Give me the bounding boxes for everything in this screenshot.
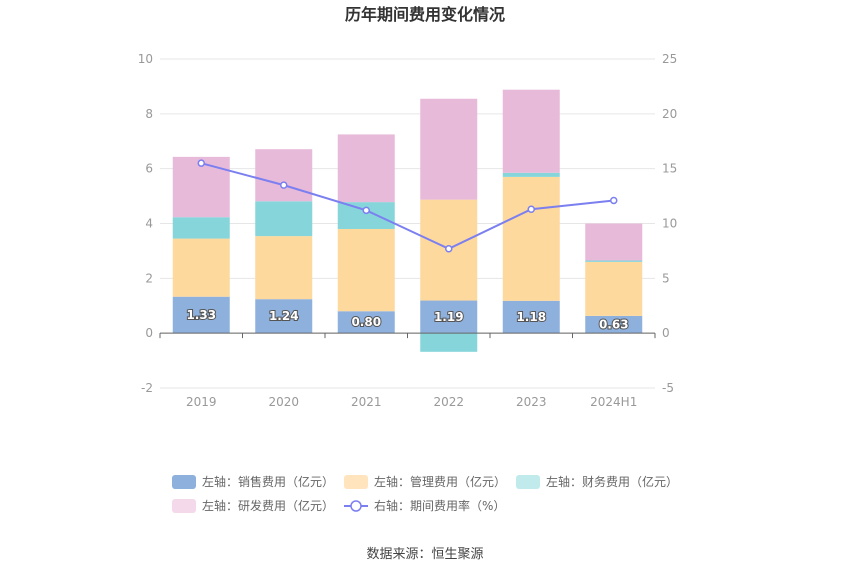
bar-segment [420, 98, 478, 200]
bar-segment [255, 149, 313, 202]
left-tick-label: 0 [145, 326, 153, 340]
bar-segment [337, 134, 395, 203]
left-tick-label: 2 [145, 271, 153, 285]
left-tick-label: 8 [145, 107, 153, 121]
bar-segment [585, 315, 643, 334]
left-tick-label: 4 [145, 217, 153, 231]
right-tick-label: 15 [662, 162, 677, 176]
left-tick-label: 6 [145, 162, 153, 176]
bar-labels: 1.33 1.24 0.80 1.19 1.18 0.63 [185, 307, 629, 333]
legend-label: 左轴：财务费用（亿元） [546, 474, 678, 489]
legend-swatch [344, 475, 368, 489]
rate-point [610, 196, 618, 205]
bar-data-label: 1.18 [516, 310, 546, 324]
legend: 左轴：销售费用（亿元） 左轴：管理费用（亿元） 左轴：财务费用（亿元） 左轴：研发费用… [172, 474, 678, 513]
x-tick-label: 2020 [268, 395, 299, 409]
bar-segment [502, 89, 560, 173]
bar-data-label: 0.63 [599, 318, 629, 332]
bar-segment [172, 238, 230, 297]
bar-segment [172, 217, 230, 239]
rate-point [197, 159, 205, 167]
legend-item[interactable]: 左轴：销售费用（亿元） [172, 474, 334, 489]
legend-swatch-marker [350, 500, 362, 512]
rate-line [197, 159, 618, 253]
bar-segment [420, 300, 478, 334]
bar-segment [420, 333, 478, 352]
legend-item[interactable]: 左轴：管理费用（亿元） [344, 474, 506, 489]
left-tick-label: -2 [141, 381, 153, 395]
bar-data-label: 1.19 [434, 310, 464, 324]
bar-segment [337, 202, 395, 229]
bar-segment [585, 261, 643, 316]
legend-swatch [516, 475, 540, 489]
legend-swatch [172, 499, 196, 513]
left-tick-label: 10 [138, 52, 153, 66]
chart-title: 历年期间费用变化情况 [345, 5, 505, 24]
right-tick-label: 0 [662, 326, 670, 340]
bar-segment [255, 236, 313, 300]
legend-swatch [172, 475, 196, 489]
left-axis: -2 0 2 4 6 8 10 [138, 52, 153, 395]
bar-segment [502, 300, 560, 334]
bar-segment [585, 223, 643, 261]
bar-segment [337, 228, 395, 312]
right-axis: -5 0 5 10 15 20 25 [662, 52, 677, 395]
right-tick-label: 20 [662, 107, 677, 121]
legend-label: 左轴：管理费用（亿元） [374, 474, 506, 489]
legend-label: 左轴：销售费用（亿元） [202, 474, 334, 489]
x-tick-label: 2021 [351, 395, 382, 409]
x-tick-label: 2019 [186, 395, 217, 409]
x-tick-label: 2022 [433, 395, 464, 409]
bars [172, 89, 643, 352]
right-tick-label: 5 [662, 271, 670, 285]
legend-label: 右轴：期间费用率（%） [374, 498, 505, 513]
x-axis: 2019 2020 2021 2022 2023 2024H1 [159, 332, 656, 409]
bar-segment [337, 311, 395, 334]
bar-data-label: 1.24 [269, 309, 299, 323]
source-note: 数据来源：恒生聚源 [366, 547, 483, 562]
bar-segment [502, 176, 560, 301]
bar-segment [502, 172, 560, 177]
rate-point [527, 205, 535, 213]
legend-item[interactable]: 左轴：财务费用（亿元） [516, 474, 678, 489]
bar-segment [585, 260, 643, 262]
bar-data-label: 0.80 [351, 315, 381, 329]
grid-lines [160, 58, 655, 389]
right-tick-label: -5 [662, 381, 674, 395]
right-tick-label: 25 [662, 52, 677, 66]
legend-item[interactable]: 右轴：期间费用率（%） [344, 498, 505, 513]
legend-label: 左轴：研发费用（亿元） [202, 498, 334, 513]
bar-segment [172, 296, 230, 334]
rate-polyline [200, 162, 614, 250]
right-tick-label: 10 [662, 217, 677, 231]
bar-segment [255, 299, 313, 334]
rate-point [445, 244, 453, 253]
rate-point [362, 206, 370, 215]
x-tick-label: 2024H1 [590, 395, 637, 409]
bar-data-label: 1.33 [186, 308, 216, 322]
x-tick-label: 2023 [516, 395, 547, 409]
bar-segment [255, 201, 313, 237]
rate-point [280, 181, 288, 189]
legend-item[interactable]: 左轴：研发费用（亿元） [172, 498, 334, 513]
